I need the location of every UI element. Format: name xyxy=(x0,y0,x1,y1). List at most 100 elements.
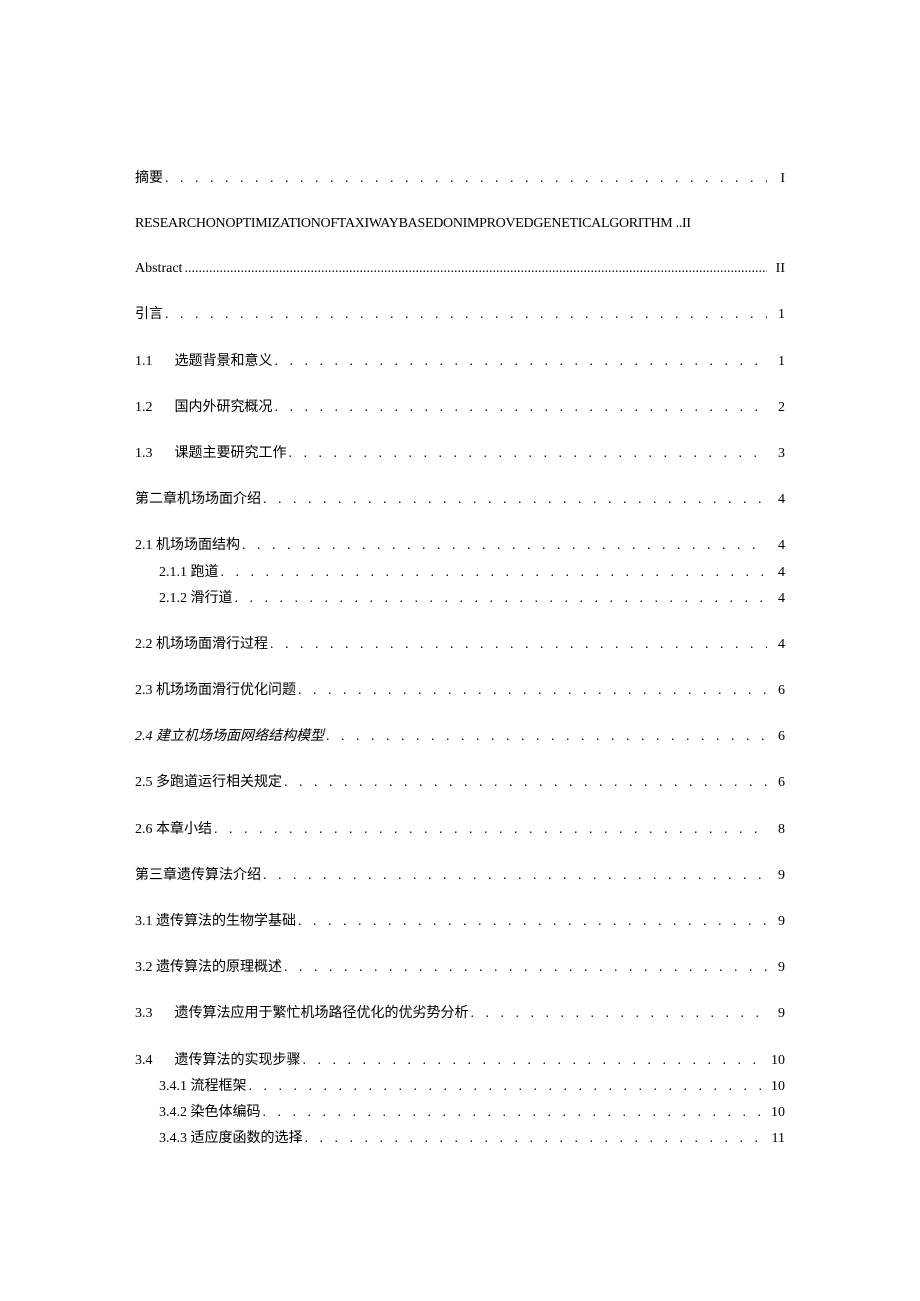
toc-entry: 2.6 本章小结 8 xyxy=(135,821,785,839)
toc-entry: 2.2 机场场面滑行过程 4 xyxy=(135,636,785,654)
toc-leader-dots xyxy=(165,306,767,324)
toc-entry-label: 2.1.1 跑道 xyxy=(159,564,219,582)
toc-entry-page: 9 xyxy=(769,959,785,977)
toc-entry: 3.1 遗传算法的生物学基础 9 xyxy=(135,913,785,931)
toc-entry-label: 摘要 xyxy=(135,170,163,188)
toc-entry-label: 第三章遗传算法介绍 xyxy=(135,867,261,885)
toc-entry-text: 课题主要研究工作 xyxy=(175,446,287,461)
toc-entry-text: 3.4.1 流程框架 xyxy=(159,1079,247,1094)
toc-entry-label: 3.4.2 染色体编码 xyxy=(159,1104,261,1122)
toc-entry-label: 2.1.2 滑行道 xyxy=(159,590,233,608)
toc-entry: 2.1.1 跑道4 xyxy=(135,564,785,582)
toc-entry-page: 9 xyxy=(769,913,785,931)
toc-leader-dots xyxy=(235,590,768,608)
toc-leader-dots xyxy=(303,1052,768,1070)
toc-entry-label: 2.3 机场场面滑行优化问题 xyxy=(135,682,296,700)
toc-leader-dots xyxy=(298,913,767,931)
toc-entry: 1.2 国内外研究概况 2 xyxy=(135,399,785,417)
toc-entry: 3.4.2 染色体编码10 xyxy=(135,1104,785,1122)
toc-entry-page: 9 xyxy=(769,867,785,885)
toc-leader-dots xyxy=(326,728,767,746)
toc-leader-dots xyxy=(289,445,768,463)
toc-entry-text: Abstract xyxy=(135,261,182,276)
toc-entry-page: 11 xyxy=(769,1130,785,1148)
toc-entry-page: 1 xyxy=(769,306,785,324)
toc-entry: 第三章遗传算法介绍 9 xyxy=(135,867,785,885)
toc-entry-page: 6 xyxy=(769,728,785,746)
toc-entry-label: 3.2 遗传算法的原理概述 xyxy=(135,959,282,977)
toc-leader-dots xyxy=(214,821,767,839)
toc-leader-dots xyxy=(270,636,767,654)
toc-entry: 2.1.2 滑行道4 xyxy=(135,590,785,608)
toc-leader-dots xyxy=(284,774,767,792)
toc-entry-label: 1.1选题背景和意义 xyxy=(135,353,273,371)
toc-entry-text: 2.3 机场场面滑行优化问题 xyxy=(135,683,296,698)
toc-entry-page: II xyxy=(769,260,785,278)
toc-leader-dots xyxy=(298,682,767,700)
toc-entry-page: 8 xyxy=(769,821,785,839)
toc-entry-text: 2.5 多跑道运行相关规定 xyxy=(135,775,282,790)
toc-entry-label: 3.4 遗传算法的实现步骤 xyxy=(135,1052,301,1070)
toc-entry-label: 引言 xyxy=(135,306,163,324)
toc-entry-page: 4 xyxy=(769,537,785,555)
toc-title-line: RESEARCHONOPTIMIZATIONOFTAXIWAYBASEDONIM… xyxy=(135,216,785,232)
toc-entry-page: 4 xyxy=(769,491,785,509)
toc-entry-label: 2.5 多跑道运行相关规定 xyxy=(135,774,282,792)
toc-entry: 引言 1 xyxy=(135,306,785,324)
toc-entry-page: 4 xyxy=(769,636,785,654)
toc-entry: Abstract II xyxy=(135,260,785,278)
toc-entry-page: 9 xyxy=(769,1005,785,1023)
toc-entry-text: 遗传算法应用于繁忙机场路径优化的优劣势分析 xyxy=(175,1006,469,1021)
toc-entry-number: 1.2 xyxy=(135,399,153,417)
toc-leader-dots xyxy=(471,1005,768,1023)
toc-entry-text: 摘要 xyxy=(135,171,163,186)
toc-entry-text: 第二章机场场面介绍 xyxy=(135,492,261,507)
toc-entry-page: 1 xyxy=(769,353,785,371)
toc-entry-text: 2.1.1 跑道 xyxy=(159,565,219,580)
toc-leader-dots xyxy=(275,353,768,371)
toc-leader-dots xyxy=(275,399,768,417)
toc-entry-page: 2 xyxy=(769,399,785,417)
toc-entry: 1.3 课题主要研究工作 3 xyxy=(135,445,785,463)
toc-entry-label: 3.3 遗传算法应用于繁忙机场路径优化的优劣势分析 xyxy=(135,1005,469,1023)
toc-entry-label: 2.6 本章小结 xyxy=(135,821,212,839)
toc-entry-text: 3.1 遗传算法的生物学基础 xyxy=(135,914,296,929)
toc-entry: 2.4 建立机场场面网络结构模型 6 xyxy=(135,728,785,746)
toc-entry-page: 6 xyxy=(769,682,785,700)
toc-entry-label: 2.1 机场场面结构 xyxy=(135,537,240,555)
toc-leader-dots xyxy=(263,867,767,885)
toc-entry-page: 10 xyxy=(769,1052,785,1070)
toc-entry-page: I xyxy=(769,170,785,188)
toc-entry-text: 选题背景和意义 xyxy=(175,354,273,369)
toc-leader-dots xyxy=(263,1104,768,1122)
toc-entry-label: 3.1 遗传算法的生物学基础 xyxy=(135,913,296,931)
toc-entry-text: 国内外研究概况 xyxy=(175,400,273,415)
toc-entry-page: 6 xyxy=(769,774,785,792)
toc-leader-dots xyxy=(165,170,767,188)
toc-entry: 3.4 遗传算法的实现步骤 10 xyxy=(135,1052,785,1070)
toc-entry-number: 1.3 xyxy=(135,445,153,463)
toc-entry-label: 2.4 建立机场场面网络结构模型 xyxy=(135,728,324,746)
toc-entry-text: 3.4.2 染色体编码 xyxy=(159,1105,261,1120)
toc-entry: 3.4.3 适应度函数的选择11 xyxy=(135,1130,785,1148)
toc-leader-dots xyxy=(305,1130,768,1148)
toc-entry-number: 3.3 xyxy=(135,1005,153,1023)
toc-entry: 2.5 多跑道运行相关规定 6 xyxy=(135,774,785,792)
toc-leader-dots xyxy=(221,564,768,582)
toc-entry-page: 3 xyxy=(769,445,785,463)
toc-entry: 摘要 I xyxy=(135,170,785,188)
toc-entry: 3.3 遗传算法应用于繁忙机场路径优化的优劣势分析 9 xyxy=(135,1005,785,1023)
toc-entry-text: 第三章遗传算法介绍 xyxy=(135,868,261,883)
toc-entry-number: 3.4 xyxy=(135,1052,153,1070)
toc-entry-label: 3.4.1 流程框架 xyxy=(159,1078,247,1096)
toc-entry-label: 第二章机场场面介绍 xyxy=(135,491,261,509)
document-page: 摘要 I RESEARCHONOPTIMIZATIONOFTAXIWAYBASEDO… xyxy=(0,0,920,1301)
toc-entry-text: 2.2 机场场面滑行过程 xyxy=(135,637,268,652)
toc-leader-dots xyxy=(184,260,767,278)
toc-entry-label: 1.2 国内外研究概况 xyxy=(135,399,273,417)
toc-entry-text: 遗传算法的实现步骤 xyxy=(175,1053,301,1068)
toc-entry-label: 2.2 机场场面滑行过程 xyxy=(135,636,268,654)
toc-entry-label: 1.3 课题主要研究工作 xyxy=(135,445,287,463)
toc-entry: 3.4.1 流程框架10 xyxy=(135,1078,785,1096)
toc-entry: 3.2 遗传算法的原理概述 9 xyxy=(135,959,785,977)
